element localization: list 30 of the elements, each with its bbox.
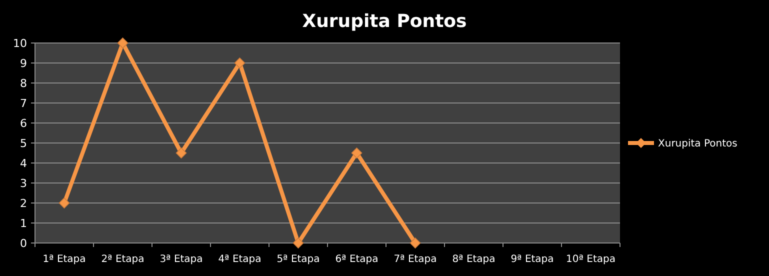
y-tick-label: 0	[20, 236, 27, 250]
y-tick-label: 7	[20, 96, 27, 110]
point	[410, 238, 421, 248]
x-tick-label: 9ª Etapa	[510, 254, 554, 265]
y-tick-label: 9	[20, 56, 27, 70]
x-tick-label: 5ª Etapa	[276, 254, 320, 265]
y-tick-label: 3	[20, 176, 27, 190]
point	[292, 238, 304, 248]
legend-label: Xurupita Pontos	[658, 138, 738, 150]
point	[176, 148, 187, 158]
chart-title: Xurupita Pontos	[302, 11, 467, 32]
y-tick-label: 8	[20, 76, 27, 90]
point	[58, 198, 70, 208]
point	[234, 58, 246, 68]
x-tick-label: 10ª Etapa	[566, 254, 616, 265]
y-tick-label: 10	[13, 36, 27, 50]
y-tick-label: 6	[20, 116, 27, 130]
x-tick-label: 3ª Etapa	[160, 254, 203, 265]
x-tick-label: 1ª Etapa	[42, 254, 86, 265]
y-tick-label: 4	[20, 156, 27, 170]
y-tick-label: 1	[20, 216, 27, 230]
x-tick-label: 6ª Etapa	[335, 254, 378, 265]
x-tick-label: 7ª Etapa	[394, 254, 437, 265]
x-tick-label: 2ª Etapa	[101, 254, 144, 265]
x-tick-label: 4ª Etapa	[218, 254, 262, 265]
point	[117, 38, 128, 48]
y-tick-label: 5	[20, 136, 27, 150]
point	[351, 148, 362, 158]
y-tick-label: 2	[20, 196, 27, 210]
x-tick-label: 8ª Etapa	[452, 254, 496, 265]
